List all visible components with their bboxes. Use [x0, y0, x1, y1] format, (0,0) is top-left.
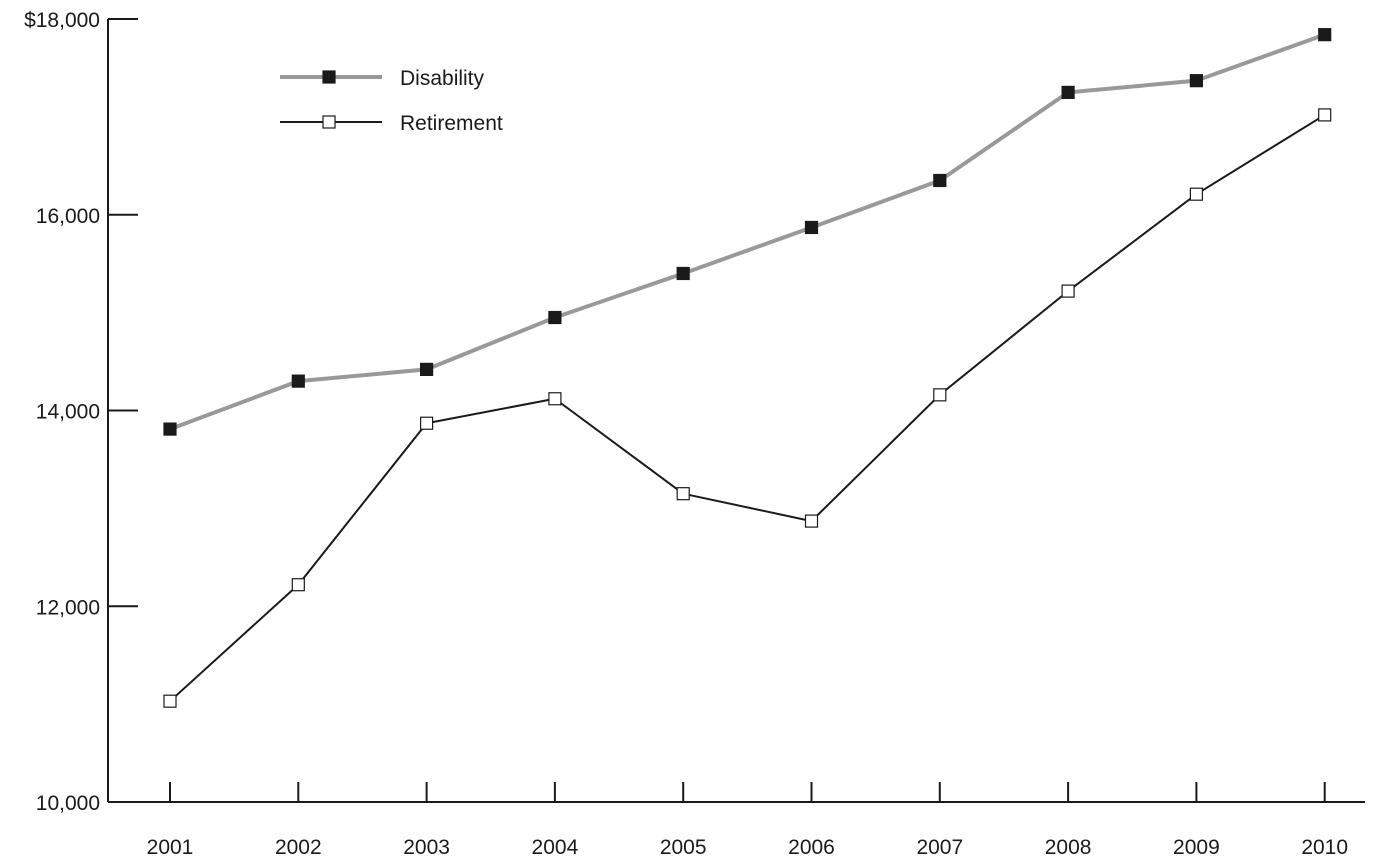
y-tick-label: 14,000 [36, 401, 100, 424]
x-tick-label: 2010 [1301, 836, 1348, 859]
data-point-disability [804, 220, 819, 235]
x-tick-label: 2007 [916, 836, 963, 859]
data-point-retirement [676, 487, 690, 501]
data-point-disability [291, 374, 305, 388]
y-tick-label: 12,000 [36, 596, 100, 619]
data-point-disability [1318, 28, 1332, 42]
data-point-retirement [548, 392, 562, 406]
legend-marker-retirement [322, 115, 336, 129]
series-line-disability [169, 32, 1326, 431]
data-point-disability [548, 310, 562, 325]
y-tick-label: 10,000 [36, 792, 100, 815]
x-tick-label: 2005 [660, 836, 707, 859]
data-point-disability [420, 362, 434, 376]
x-tick-label: 2001 [147, 836, 194, 859]
series-layer [163, 28, 1332, 708]
legend-label-disability: Disability [400, 67, 485, 90]
data-point-disability [933, 173, 947, 188]
series-retirement [163, 108, 1332, 708]
data-point-retirement [1061, 284, 1075, 298]
legend-item-disability: Disability [280, 67, 485, 90]
x-tick-label: 2004 [532, 836, 579, 859]
x-tick-label: 2008 [1045, 836, 1092, 859]
data-point-retirement [933, 388, 947, 402]
legend-marker-disability [322, 70, 336, 84]
data-point-disability [676, 266, 690, 281]
data-point-retirement [420, 416, 434, 430]
x-tick-label: 2003 [403, 836, 450, 859]
data-point-retirement [804, 514, 819, 528]
legend-label-retirement: Retirement [400, 112, 503, 135]
legend-item-retirement: Retirement [280, 112, 503, 135]
data-point-retirement [1318, 108, 1332, 122]
data-point-retirement [291, 578, 305, 592]
data-point-retirement [1189, 187, 1204, 201]
legend: Disability Retirement [280, 67, 503, 135]
series-disability [163, 28, 1332, 436]
axes: 10,000 12,000 14,000 16,000 $18,000 2001 2002 2… [24, 9, 1365, 859]
data-point-disability [163, 422, 177, 436]
x-tick-label: 2009 [1173, 836, 1220, 859]
data-point-disability [1061, 85, 1075, 100]
data-point-retirement [163, 694, 177, 708]
y-tick-label: $18,000 [24, 9, 100, 32]
y-tick-label: 16,000 [36, 205, 100, 228]
series-line-retirement [169, 114, 1326, 702]
data-point-disability [1189, 74, 1204, 88]
x-tick-label: 2006 [788, 836, 835, 859]
x-tick-label: 2002 [275, 836, 322, 859]
